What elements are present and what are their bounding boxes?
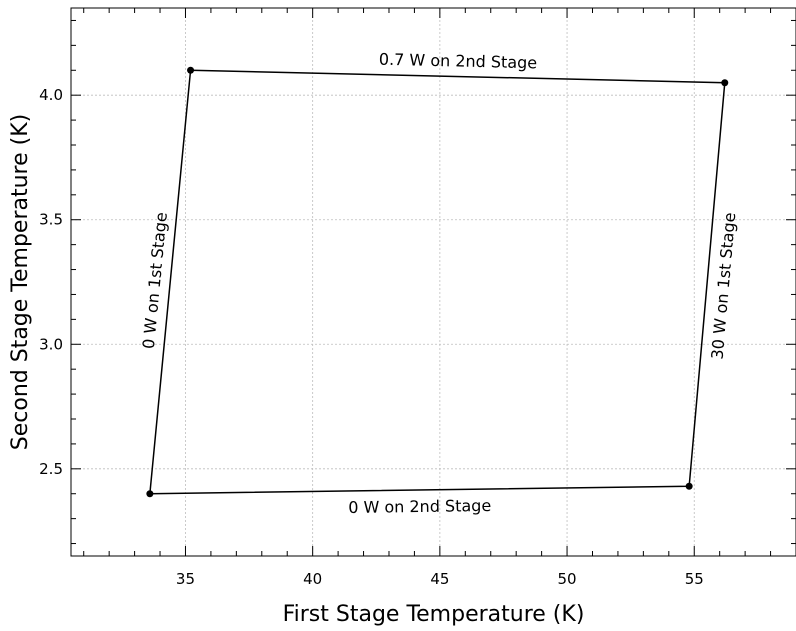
y-axis-title: Second Stage Temperature (K)	[8, 114, 33, 450]
x-tick-label: 45	[430, 570, 449, 588]
data-point	[685, 482, 693, 490]
x-tick-label: 50	[558, 570, 577, 588]
series-line	[149, 69, 726, 495]
x-tick-label: 55	[685, 570, 704, 588]
y-tick-label: 4.0	[39, 86, 63, 104]
grid	[71, 8, 796, 556]
data-point	[146, 490, 154, 498]
edge-labels: 0.7 W on 2nd Stage 30 W on 1st Stage 0 W o…	[139, 50, 740, 517]
y-tick-label: 2.5	[39, 460, 63, 478]
edge-label: 0 W on 2nd Stage	[348, 496, 491, 517]
x-axis-title: First Stage Temperature (K)	[283, 602, 585, 627]
x-tick-label: 40	[303, 570, 322, 588]
plot-frame	[70, 7, 796, 557]
y-tick-label: 3.0	[39, 335, 63, 353]
data-point	[721, 79, 729, 87]
edge-label: 0.7 W on 2nd Stage	[379, 50, 538, 73]
data-point	[187, 66, 195, 74]
y-tick-label: 3.5	[39, 211, 63, 229]
marks	[146, 66, 729, 498]
ticks	[71, 8, 796, 556]
edge-label: 30 W on 1st Stage	[708, 212, 740, 361]
x-tick-label: 35	[176, 570, 195, 588]
tick-labels: 35 40 45 50 55 2.5 3.0 3.5 4.0	[39, 86, 704, 588]
